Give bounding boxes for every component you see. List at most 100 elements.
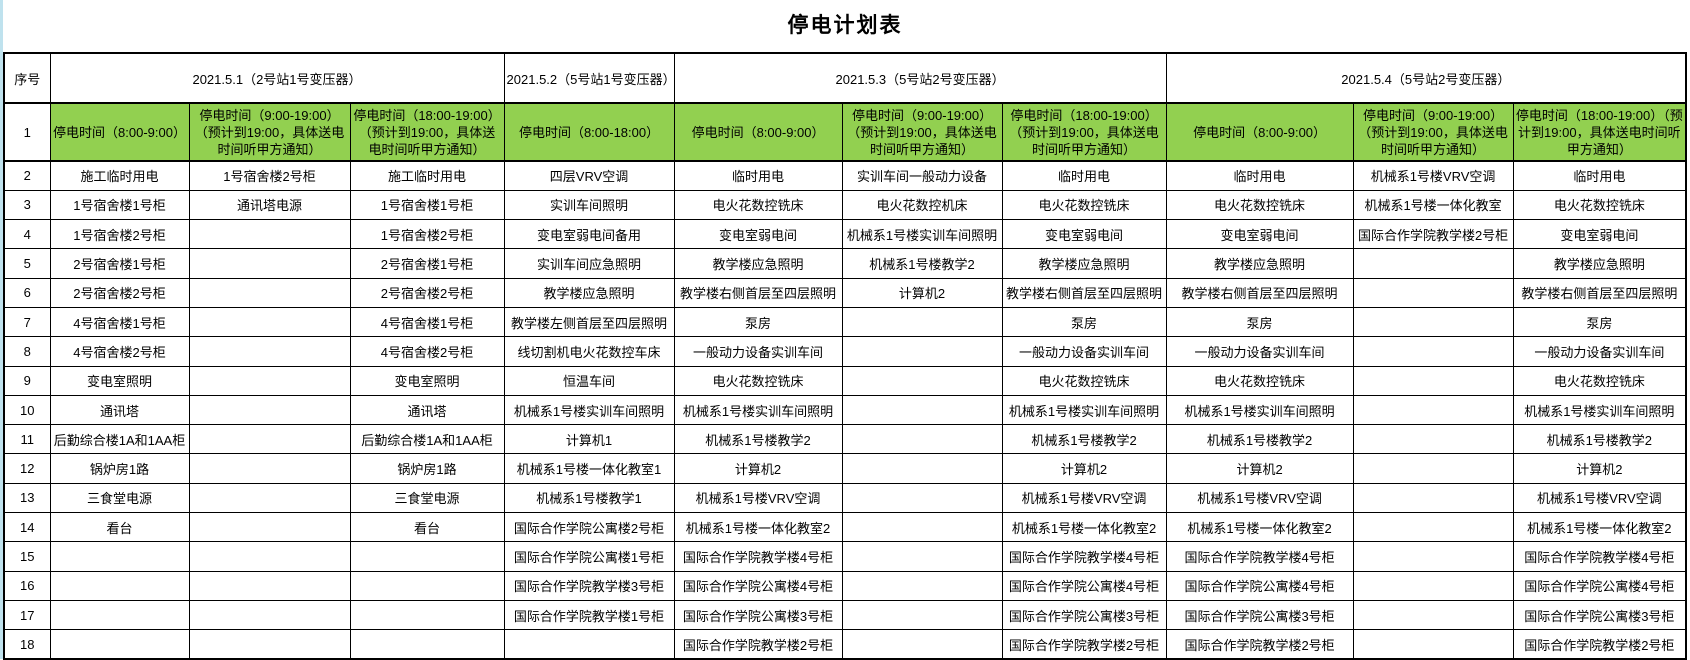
table-cell-r13-c1[interactable]: 三食堂电源 <box>49 482 190 514</box>
table-cell-r12-c7[interactable]: 计算机2 <box>1001 453 1167 484</box>
table-cell-r18-c7[interactable]: 国际合作学院教学楼2号柜 <box>1001 629 1167 660</box>
table-cell-r11-c8[interactable]: 机械系1号楼教学2 <box>1165 424 1354 455</box>
table-cell-r14-c1[interactable]: 看台 <box>49 512 190 543</box>
row-index-cell[interactable]: 15 <box>3 541 51 572</box>
table-cell-r10-c4[interactable]: 机械系1号楼实训车间照明 <box>503 394 675 426</box>
row-index-cell[interactable]: 12 <box>3 453 51 484</box>
table-cell-r2-c2[interactable]: 1号宿舍楼2号柜 <box>188 160 351 191</box>
table-cell-r3-c1[interactable]: 1号宿舍楼1号柜 <box>49 189 190 221</box>
table-cell-r15-c8[interactable]: 国际合作学院教学楼4号柜 <box>1165 541 1354 572</box>
table-cell-r7-c6[interactable] <box>841 306 1003 338</box>
table-cell-r12-c6[interactable] <box>841 453 1003 484</box>
table-cell-r4-c3[interactable]: 1号宿舍楼2号柜 <box>349 219 505 250</box>
table-cell-r18-c1[interactable] <box>49 629 190 660</box>
table-cell-r11-c9[interactable] <box>1352 424 1514 455</box>
table-cell-r15-c6[interactable] <box>841 541 1003 572</box>
table-cell-r15-c1[interactable] <box>49 541 190 572</box>
table-cell-r17-c2[interactable] <box>188 599 351 631</box>
table-cell-r7-c10[interactable]: 泵房 <box>1512 306 1687 338</box>
table-cell-r6-c5[interactable]: 教学楼右侧首层至四层照明 <box>673 277 843 308</box>
date-group-cell-1[interactable]: 2021.5.1（2号站1号变压器） <box>49 52 505 104</box>
table-cell-r2-c7[interactable]: 临时用电 <box>1001 160 1167 191</box>
table-cell-r7-c8[interactable]: 泵房 <box>1165 306 1354 338</box>
table-cell-r12-c9[interactable] <box>1352 453 1514 484</box>
table-cell-r3-c10[interactable]: 电火花数控铣床 <box>1512 189 1687 221</box>
table-cell-r10-c3[interactable]: 通讯塔 <box>349 394 505 426</box>
table-cell-r11-c6[interactable] <box>841 424 1003 455</box>
date-group-cell-3[interactable]: 2021.5.3（5号站2号变压器） <box>673 52 1167 104</box>
table-cell-r14-c9[interactable] <box>1352 512 1514 543</box>
table-cell-r18-c5[interactable]: 国际合作学院教学楼2号柜 <box>673 629 843 660</box>
table-cell-r16-c1[interactable] <box>49 570 190 601</box>
table-cell-r11-c10[interactable]: 机械系1号楼教学2 <box>1512 424 1687 455</box>
table-cell-r13-c10[interactable]: 机械系1号楼VRV空调 <box>1512 482 1687 514</box>
table-cell-r5-c7[interactable]: 教学楼应急照明 <box>1001 248 1167 279</box>
table-cell-r17-c5[interactable]: 国际合作学院公寓楼3号柜 <box>673 599 843 631</box>
table-cell-r3-c6[interactable]: 电火花数控机床 <box>841 189 1003 221</box>
time-cell-c4[interactable]: 停电时间（8:00-18:00） <box>503 102 675 162</box>
time-cell-c6[interactable]: 停电时间（9:00-19:00）（预计到19:00，具体送电时间听甲方通知） <box>841 102 1003 162</box>
table-cell-r14-c10[interactable]: 机械系1号楼一体化教室2 <box>1512 512 1687 543</box>
table-cell-r4-c6[interactable]: 机械系1号楼实训车间照明 <box>841 219 1003 250</box>
table-cell-r5-c1[interactable]: 2号宿舍楼1号柜 <box>49 248 190 279</box>
row-index-cell[interactable]: 2 <box>3 160 51 191</box>
table-cell-r17-c7[interactable]: 国际合作学院公寓楼3号柜 <box>1001 599 1167 631</box>
row-index-cell[interactable]: 10 <box>3 394 51 426</box>
table-cell-r15-c4[interactable]: 国际合作学院公寓楼1号柜 <box>503 541 675 572</box>
table-cell-r8-c1[interactable]: 4号宿舍楼2号柜 <box>49 336 190 367</box>
table-cell-r9-c4[interactable]: 恒温车间 <box>503 365 675 396</box>
table-cell-r10-c2[interactable] <box>188 394 351 426</box>
table-cell-r12-c1[interactable]: 锅炉房1路 <box>49 453 190 484</box>
table-cell-r14-c8[interactable]: 机械系1号楼一体化教室2 <box>1165 512 1354 543</box>
table-cell-r3-c5[interactable]: 电火花数控铣床 <box>673 189 843 221</box>
table-cell-r13-c9[interactable] <box>1352 482 1514 514</box>
table-cell-r6-c4[interactable]: 教学楼应急照明 <box>503 277 675 308</box>
table-cell-r18-c4[interactable] <box>503 629 675 660</box>
table-cell-r11-c1[interactable]: 后勤综合楼1A和1AA柜 <box>49 424 190 455</box>
table-cell-r6-c6[interactable]: 计算机2 <box>841 277 1003 308</box>
table-cell-r9-c8[interactable]: 电火花数控铣床 <box>1165 365 1354 396</box>
table-cell-r10-c6[interactable] <box>841 394 1003 426</box>
table-cell-r15-c3[interactable] <box>349 541 505 572</box>
table-cell-r15-c7[interactable]: 国际合作学院教学楼4号柜 <box>1001 541 1167 572</box>
table-cell-r8-c9[interactable] <box>1352 336 1514 367</box>
table-cell-r11-c5[interactable]: 机械系1号楼教学2 <box>673 424 843 455</box>
table-cell-r6-c7[interactable]: 教学楼右侧首层至四层照明 <box>1001 277 1167 308</box>
table-cell-r15-c5[interactable]: 国际合作学院教学楼4号柜 <box>673 541 843 572</box>
table-cell-r2-c9[interactable]: 机械系1号楼VRV空调 <box>1352 160 1514 191</box>
table-cell-r6-c1[interactable]: 2号宿舍楼2号柜 <box>49 277 190 308</box>
table-cell-r11-c2[interactable] <box>188 424 351 455</box>
table-cell-r16-c5[interactable]: 国际合作学院公寓楼4号柜 <box>673 570 843 601</box>
table-cell-r2-c6[interactable]: 实训车间一般动力设备 <box>841 160 1003 191</box>
table-cell-r4-c9[interactable]: 国际合作学院教学楼2号柜 <box>1352 219 1514 250</box>
table-cell-r12-c3[interactable]: 锅炉房1路 <box>349 453 505 484</box>
table-cell-r17-c3[interactable] <box>349 599 505 631</box>
table-cell-r5-c9[interactable] <box>1352 248 1514 279</box>
table-cell-r8-c2[interactable] <box>188 336 351 367</box>
row-index-cell[interactable]: 7 <box>3 306 51 338</box>
table-cell-r9-c6[interactable] <box>841 365 1003 396</box>
table-cell-r4-c8[interactable]: 变电室弱电间 <box>1165 219 1354 250</box>
table-cell-r9-c5[interactable]: 电火花数控铣床 <box>673 365 843 396</box>
table-cell-r18-c2[interactable] <box>188 629 351 660</box>
table-cell-r9-c2[interactable] <box>188 365 351 396</box>
table-cell-r3-c2[interactable]: 通讯塔电源 <box>188 189 351 221</box>
table-cell-r10-c7[interactable]: 机械系1号楼实训车间照明 <box>1001 394 1167 426</box>
table-cell-r13-c2[interactable] <box>188 482 351 514</box>
table-cell-r13-c3[interactable]: 三食堂电源 <box>349 482 505 514</box>
table-cell-r5-c10[interactable]: 教学楼应急照明 <box>1512 248 1687 279</box>
table-cell-r5-c6[interactable]: 机械系1号楼教学2 <box>841 248 1003 279</box>
table-cell-r3-c9[interactable]: 机械系1号楼一体化教室 <box>1352 189 1514 221</box>
index-header-cell[interactable]: 序号 <box>3 52 51 104</box>
table-cell-r7-c1[interactable]: 4号宿舍楼1号柜 <box>49 306 190 338</box>
table-cell-r14-c6[interactable] <box>841 512 1003 543</box>
table-cell-r6-c10[interactable]: 教学楼右侧首层至四层照明 <box>1512 277 1687 308</box>
table-cell-r5-c8[interactable]: 教学楼应急照明 <box>1165 248 1354 279</box>
row-index-cell[interactable]: 14 <box>3 512 51 543</box>
table-cell-r4-c10[interactable]: 变电室弱电间 <box>1512 219 1687 250</box>
table-cell-r7-c5[interactable]: 泵房 <box>673 306 843 338</box>
table-cell-r7-c9[interactable] <box>1352 306 1514 338</box>
row-index-cell[interactable]: 5 <box>3 248 51 279</box>
table-cell-r3-c3[interactable]: 1号宿舍楼1号柜 <box>349 189 505 221</box>
table-cell-r3-c7[interactable]: 电火花数控铣床 <box>1001 189 1167 221</box>
